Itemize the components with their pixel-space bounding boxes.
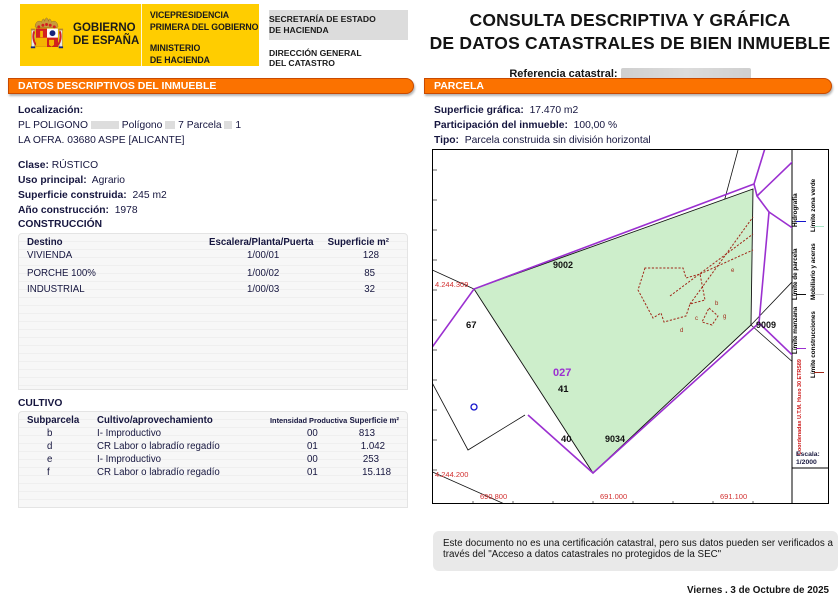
svg-text:9002: 9002 [553, 260, 573, 270]
svg-text:690.800: 690.800 [480, 492, 507, 501]
svg-text:691.000: 691.000 [600, 492, 627, 501]
svg-text:c: c [695, 316, 698, 322]
svg-text:4.244.200: 4.244.200 [435, 470, 468, 479]
svg-text:9034: 9034 [605, 434, 625, 444]
svg-text:67: 67 [466, 320, 477, 331]
svg-text:027: 027 [553, 367, 571, 379]
svg-text:9009: 9009 [756, 320, 776, 330]
svg-text:41: 41 [558, 384, 569, 395]
svg-text:691.100: 691.100 [720, 492, 747, 501]
svg-text:4.244.309: 4.244.309 [435, 280, 468, 289]
svg-text:d: d [680, 328, 683, 334]
svg-text:g: g [723, 314, 726, 320]
svg-text:40: 40 [561, 434, 572, 445]
